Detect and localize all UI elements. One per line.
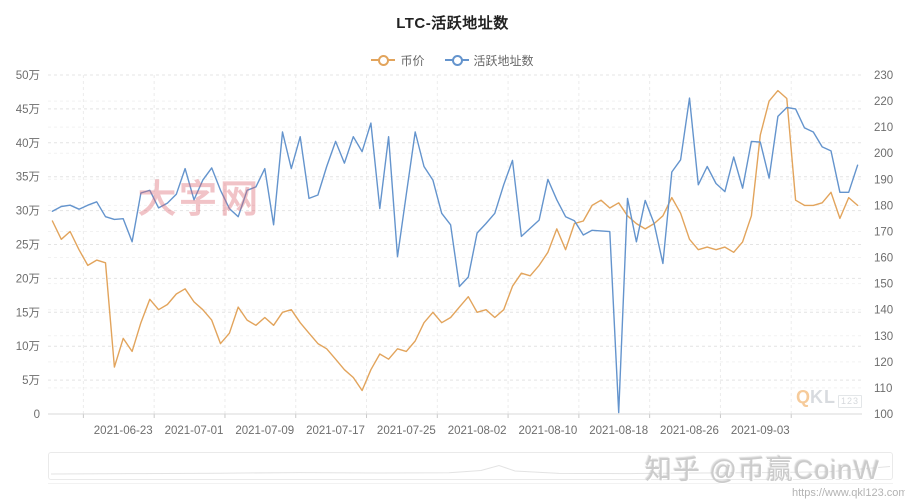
legend-item-price[interactable]: 币价 [371, 52, 425, 69]
data-zoom-navigator[interactable] [48, 452, 893, 480]
y-axis-label-left: 30万 [16, 206, 40, 218]
y-axis-label-right: 170 [874, 226, 893, 238]
y-axis-label-right: 120 [874, 357, 893, 369]
x-axis-label: 2021-07-09 [235, 425, 294, 437]
legend-label-active-addresses: 活跃地址数 [473, 53, 534, 68]
y-axis-label-left: 35万 [16, 172, 40, 184]
y-axis-label-left: 0 [34, 409, 40, 421]
y-axis-label-left: 15万 [16, 307, 40, 319]
y-axis-label-left: 50万 [16, 70, 40, 82]
x-axis-label: 2021-07-01 [165, 425, 224, 437]
y-axis-label-left: 40万 [16, 138, 40, 150]
x-axis-label: 2021-08-10 [518, 425, 577, 437]
qkl123-logo-123: 123 [838, 395, 863, 408]
y-axis-label-left: 5万 [22, 375, 40, 387]
y-axis-label-left: 45万 [16, 104, 40, 116]
x-axis-label: 2021-07-17 [306, 425, 365, 437]
y-axis-label-right: 200 [874, 148, 893, 160]
navigator-preview [50, 464, 891, 475]
x-axis-label: 2021-09-03 [731, 425, 790, 437]
y-axis-label-left: 25万 [16, 240, 40, 252]
qkl123-logo: Q KL 123 [796, 387, 863, 408]
price-line[interactable] [51, 89, 859, 392]
y-axis-label-right: 220 [874, 96, 893, 108]
y-axis-label-right: 100 [874, 409, 893, 421]
legend-label-price: 币价 [400, 53, 425, 68]
navigator-mini-line [50, 464, 891, 475]
x-axis-label: 2021-08-02 [448, 425, 507, 437]
legend: 币价 活跃地址数 [0, 51, 905, 69]
active-addresses-legend-marker-icon [444, 54, 469, 66]
y-axis-label-right: 180 [874, 200, 893, 212]
y-axis-label-right: 210 [874, 122, 893, 134]
y-axis-label-right: 130 [874, 331, 893, 343]
y-axis-label-left: 10万 [16, 341, 40, 353]
qkl123-logo-q: Q [796, 387, 811, 407]
navigator-underline [48, 483, 893, 484]
y-axis-label-right: 190 [874, 174, 893, 186]
active-addresses-line[interactable] [51, 97, 859, 414]
y-axis-label-right: 140 [874, 305, 893, 317]
page-title: LTC-活跃地址数 [396, 15, 509, 32]
price-legend-marker-icon [371, 54, 396, 66]
x-axis-label: 2021-08-18 [589, 425, 648, 437]
x-axis-label: 2021-07-25 [377, 425, 436, 437]
y-axis-label-right: 160 [874, 253, 893, 265]
x-axis-label: 2021-06-23 [94, 425, 153, 437]
y-axis-label-right: 110 [874, 383, 892, 395]
qkl123-logo-kl: KL [810, 387, 837, 407]
legend-item-active-addresses[interactable]: 活跃地址数 [444, 52, 534, 69]
y-axis-label-right: 230 [874, 70, 893, 82]
y-axis-label-left: 20万 [16, 273, 40, 285]
x-axis-label: 2021-08-26 [660, 425, 719, 437]
source-url: https://www.qkl123.com [792, 487, 905, 499]
y-axis-label-right: 150 [874, 279, 893, 291]
